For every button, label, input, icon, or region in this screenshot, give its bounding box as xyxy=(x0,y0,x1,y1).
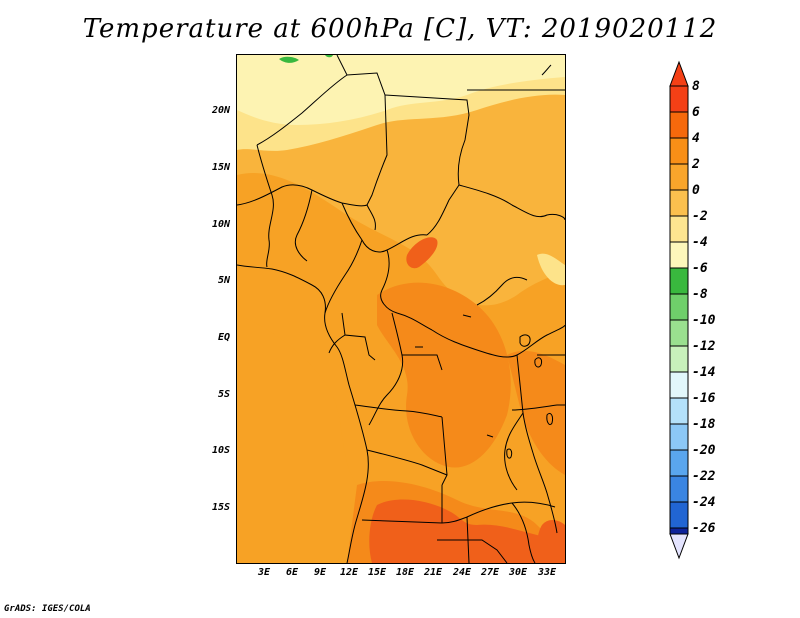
colorbar-segment xyxy=(669,267,689,295)
lat-label: 15S xyxy=(211,502,230,513)
colorbar-segment xyxy=(669,163,689,191)
colorbar-segment xyxy=(669,397,689,425)
lon-label: 6E xyxy=(285,567,299,578)
colorbar-segment xyxy=(669,319,689,347)
lon-label: 3E xyxy=(257,567,271,578)
colorbar-label: 6 xyxy=(692,105,700,120)
field-hot-central xyxy=(406,237,438,269)
colorbar-segment xyxy=(669,111,689,139)
colorbar-segment xyxy=(669,241,689,269)
colorbar-label: -20 xyxy=(692,443,716,458)
colorbar-label: -6 xyxy=(692,261,708,276)
colorbar-label: 4 xyxy=(692,131,700,146)
map-title: Temperature at 600hPa [C], VT: 201902011… xyxy=(82,14,718,44)
colorbar-segment xyxy=(669,501,689,529)
field-orange-sw xyxy=(237,315,360,563)
colorbar-label: -10 xyxy=(692,313,716,328)
field-cool-east xyxy=(537,253,565,286)
colorbar-segment xyxy=(669,293,689,321)
lon-label: 24E xyxy=(452,567,472,578)
colorbar-segment xyxy=(669,215,689,243)
lat-label: 20N xyxy=(211,105,230,116)
colorbar-label: 0 xyxy=(692,183,700,198)
colorbar-label: -16 xyxy=(692,391,716,406)
colorbar-label: 2 xyxy=(692,157,700,172)
colorbar-segment xyxy=(669,475,689,503)
colorbar-label: -2 xyxy=(692,209,708,224)
colorbar-bottom-arrow xyxy=(669,533,689,560)
lon-label: 33E xyxy=(537,567,557,578)
colorbar-segment xyxy=(669,85,689,113)
grads-credit: GrADS: IGES/COLA xyxy=(4,604,91,614)
colorbar-segment xyxy=(669,189,689,217)
colorbar-label: -8 xyxy=(692,287,708,302)
colorbar-label: -26 xyxy=(692,521,716,536)
lon-label: 15E xyxy=(367,567,387,578)
colorbar-segment xyxy=(669,527,689,535)
colorbar-label: -4 xyxy=(692,235,708,250)
map-panel xyxy=(236,54,566,564)
colorbar-label: 8 xyxy=(692,79,700,94)
field-coolest-north xyxy=(237,55,565,125)
lon-label: 18E xyxy=(395,567,415,578)
colorbar-segment xyxy=(669,371,689,399)
colorbar-segment xyxy=(669,449,689,477)
temperature-field xyxy=(237,55,565,563)
colorbar-segment xyxy=(669,137,689,165)
lon-label: 9E xyxy=(313,567,327,578)
lat-label: 10S xyxy=(211,445,230,456)
field-green-patch xyxy=(279,56,299,63)
lat-label: EQ xyxy=(217,332,230,343)
colorbar-label: -14 xyxy=(692,365,716,380)
colorbar-segment xyxy=(669,345,689,373)
lon-label: 30E xyxy=(508,567,528,578)
lat-label: 5N xyxy=(217,275,230,286)
field-deep-orange xyxy=(377,282,511,468)
coastlines-borders xyxy=(237,55,565,563)
colorbar-label: -12 xyxy=(692,339,716,354)
colorbar-label: -18 xyxy=(692,417,716,432)
lon-label: 21E xyxy=(423,567,443,578)
colorbar-segment xyxy=(669,423,689,451)
colorbar xyxy=(669,60,689,560)
colorbar-label: -24 xyxy=(692,495,716,510)
field-deep-orange-east xyxy=(507,350,565,475)
lon-label: 12E xyxy=(339,567,359,578)
lon-label: 27E xyxy=(480,567,500,578)
lat-label: 5S xyxy=(217,389,230,400)
colorbar-top-arrow xyxy=(669,60,689,87)
lat-label: 10N xyxy=(211,219,230,230)
colorbar-label: -22 xyxy=(692,469,716,484)
field-hot-east-patch xyxy=(536,520,565,563)
field-green-patch-2 xyxy=(325,55,333,58)
lat-label: 15N xyxy=(211,162,230,173)
